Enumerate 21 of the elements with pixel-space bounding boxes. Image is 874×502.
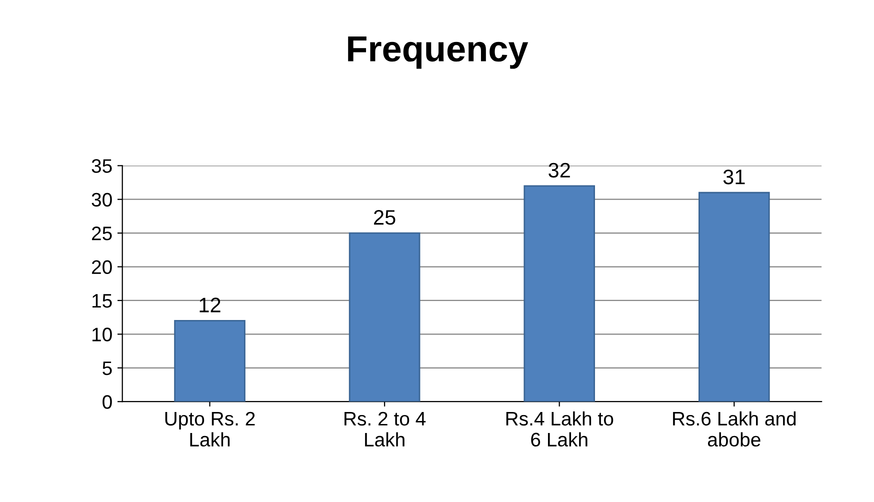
y-tick-label: 0 (102, 395, 112, 409)
bar (348, 232, 420, 402)
y-tick-label: 35 (92, 159, 112, 173)
y-tick-label: 30 (92, 192, 112, 207)
y-tick-label: 20 (92, 260, 112, 274)
y-tick-label: 15 (92, 294, 112, 308)
x-tick-label: Rs.6 Lakh and abobe (673, 411, 796, 447)
y-tick-label: 25 (92, 226, 112, 240)
x-tick-label: Rs.4 Lakh to 6 Lakh (506, 411, 614, 447)
data-label: 25 (374, 210, 396, 225)
data-label: 31 (723, 170, 745, 184)
y-tick-label: 10 (92, 328, 112, 342)
x-tick-label: Upto Rs. 2 Lakh (165, 412, 255, 447)
data-label: 32 (548, 162, 570, 178)
bar (524, 185, 596, 402)
x-tick-label: Rs. 2 to 4 Lakh (344, 412, 426, 447)
chart-title: Frequency (348, 36, 528, 69)
bar (174, 320, 246, 402)
y-tick-label: 5 (102, 362, 112, 376)
bar (698, 192, 770, 402)
data-label: 12 (200, 298, 220, 312)
